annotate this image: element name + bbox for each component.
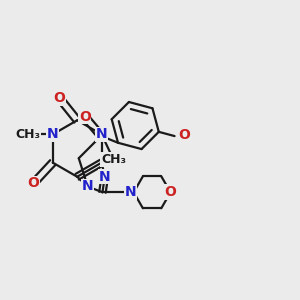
Text: O: O	[178, 128, 190, 142]
Text: N: N	[125, 185, 136, 199]
Text: O: O	[28, 176, 39, 190]
Text: N: N	[99, 169, 111, 184]
Text: N: N	[96, 128, 107, 141]
Text: N: N	[82, 179, 94, 194]
Text: CH₃: CH₃	[101, 153, 126, 166]
Text: O: O	[165, 185, 176, 199]
Text: O: O	[53, 91, 65, 105]
Text: CH₃: CH₃	[15, 128, 40, 141]
Text: N: N	[47, 128, 58, 141]
Text: O: O	[79, 110, 91, 124]
